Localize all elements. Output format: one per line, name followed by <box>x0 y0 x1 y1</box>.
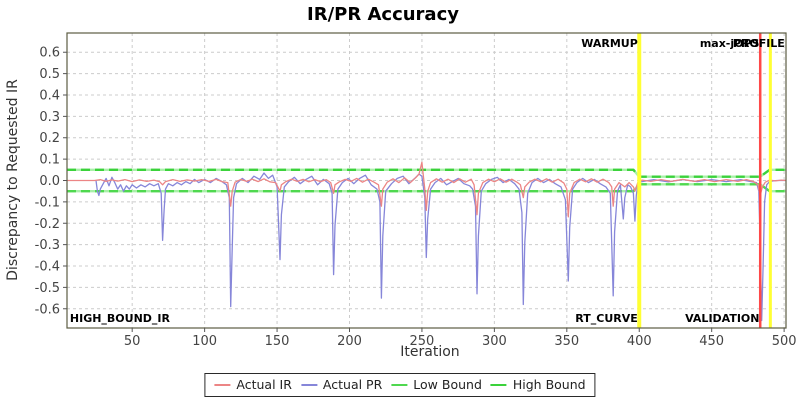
y-tick-label: 0.0 <box>39 174 60 189</box>
low-bound-swatch-icon <box>391 383 408 387</box>
marker-label-max-jops: max-jOPS <box>700 37 760 50</box>
y-tick-label: -0.3 <box>35 238 60 253</box>
legend-item-high-bound: High Bound <box>490 377 586 392</box>
x-tick-label: 350 <box>554 334 579 349</box>
x-tick-label: 300 <box>482 334 507 349</box>
y-tick-label: 0.6 <box>39 46 60 61</box>
actual-pr-swatch-icon <box>300 383 317 387</box>
axes-and-ticks: 50 100 150 200 250 300 350 400 450 500 -0.6 -0.5 -0.… <box>35 32 797 349</box>
marker-labels: WARMUP RT_CURVE max-jOPS VALIDATION PROFILE H… <box>70 37 785 325</box>
y-axis-label: Discrepancy to Requested IR <box>5 79 21 281</box>
x-tick-label: 150 <box>265 334 290 349</box>
marker-label-warmup: WARMUP <box>581 37 638 50</box>
y-tick-label: -0.5 <box>35 281 60 296</box>
x-tick-label: 100 <box>192 334 217 349</box>
annotation-high_bound_ir: HIGH_BOUND_IR <box>70 312 171 325</box>
legend-label: High Bound <box>512 377 586 392</box>
y-tick-label: 0.4 <box>39 88 60 103</box>
marker-label-validation: VALIDATION <box>685 312 759 325</box>
legend-label: Actual IR <box>236 377 292 392</box>
x-axis-label: Iteration <box>400 344 459 360</box>
series-high-bound-line <box>67 168 786 178</box>
legend-item-actual-ir: Actual IR <box>214 378 292 392</box>
legend-item-actual-pr: Actual PR <box>300 377 383 392</box>
x-tick-label: 50 <box>124 334 141 349</box>
marker-label-rt_curve: RT_CURVE <box>575 312 637 325</box>
y-tick-label: 0.1 <box>39 153 60 168</box>
legend-label: Low Bound <box>413 377 482 392</box>
x-tick-label: 200 <box>337 334 362 349</box>
y-tick-label: -0.6 <box>35 302 60 317</box>
y-tick-label: 0.5 <box>39 67 60 82</box>
legend-item-low-bound: Low Bound <box>391 378 482 392</box>
y-tick-label: -0.1 <box>35 195 60 210</box>
series-actual-ir-line <box>67 161 786 218</box>
high-bound-swatch-icon <box>490 383 507 387</box>
y-tick-label: -0.2 <box>35 217 60 232</box>
series-low-bound-line <box>67 183 786 193</box>
marker-label-profile: PROFILE <box>733 37 785 50</box>
event-markers <box>637 33 772 328</box>
y-tick-label: 0.2 <box>39 131 60 146</box>
chart-title: IR/PR Accuracy <box>307 4 459 25</box>
x-tick-label: 450 <box>699 334 724 349</box>
chart-legend: Actual IR Actual PR Low Bound High Bound <box>204 373 596 397</box>
series-actual-pr-line <box>95 172 786 322</box>
y-tick-label: -0.4 <box>35 260 60 275</box>
legend-label: Actual PR <box>322 377 383 392</box>
x-tick-label: 250 <box>410 334 435 349</box>
actual-ir-swatch-icon <box>214 383 231 387</box>
x-tick-label: 500 <box>772 334 797 349</box>
y-tick-label: 0.3 <box>39 110 60 125</box>
x-tick-label: 400 <box>627 334 652 349</box>
data-series <box>67 161 786 322</box>
